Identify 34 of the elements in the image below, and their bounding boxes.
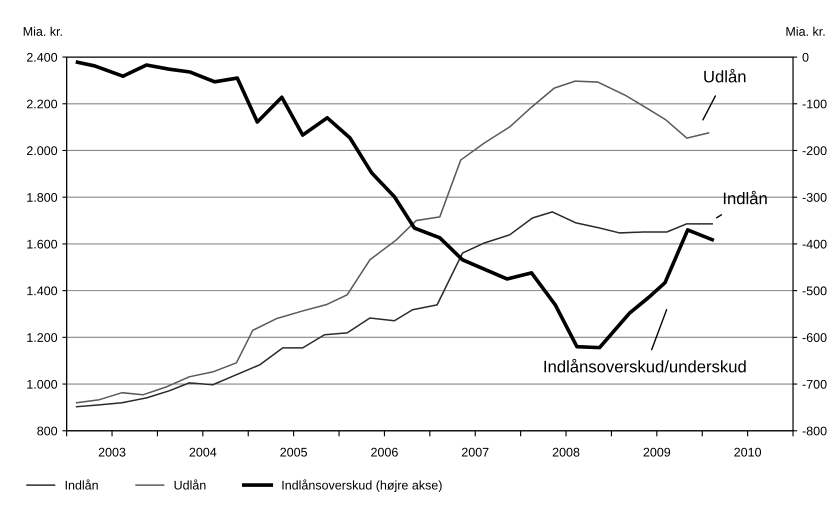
y2-tick-label: 0: [802, 52, 809, 62]
y2-axis-title: Mia. kr.: [786, 26, 825, 36]
y2-tick-label: -800: [802, 426, 827, 436]
annotation: Indlånsoverskud/underskud: [544, 358, 746, 372]
annotation: Udlån: [704, 68, 746, 82]
y2-tick-label: -200: [802, 146, 827, 156]
y2-tick-label: -400: [802, 240, 827, 249]
y-tick-label: 800: [37, 426, 58, 436]
x-tick-label: 2008: [552, 448, 580, 457]
x-tick-label: 2004: [190, 448, 216, 457]
y-tick-label: 2.000: [26, 146, 58, 156]
x-tick-label: 2006: [371, 448, 398, 457]
y-tick-label: 2.400: [26, 52, 58, 62]
annotation: Indlån: [724, 190, 767, 204]
x-tick-label: 2007: [462, 448, 489, 457]
y2-tick-label: -700: [802, 380, 827, 389]
y-tick-label: 1.200: [27, 333, 58, 342]
y2-tick-label: -300: [802, 193, 827, 202]
x-tick-label: 2003: [98, 448, 126, 457]
y-tick-label: 1.800: [27, 193, 58, 202]
legend-label: Indlån: [66, 479, 98, 490]
y-tick-label: 1.400: [27, 286, 58, 296]
legend-label: Indlånsoverskud (højre akse): [282, 479, 442, 492]
y2-tick-label: -100: [802, 100, 827, 108]
y-axis-title: Mia. kr.: [24, 26, 62, 36]
y-tick-label: 2.200: [26, 100, 58, 108]
legend-label: Udlån: [174, 479, 206, 490]
y2-tick-label: -500: [802, 286, 827, 296]
x-tick-label: 2009: [644, 448, 670, 457]
y-tick-label: 1.000: [27, 380, 58, 389]
y2-tick-label: -600: [802, 333, 827, 342]
x-tick-label: 2005: [280, 448, 308, 457]
x-tick-label: 2010: [734, 448, 762, 457]
y-tick-label: 1.600: [27, 240, 58, 249]
